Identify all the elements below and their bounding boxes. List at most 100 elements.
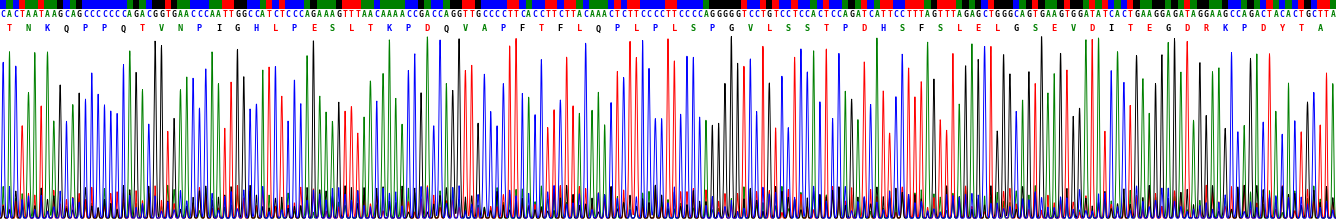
Bar bbox=[361, 0, 367, 9]
Text: T: T bbox=[279, 10, 285, 19]
Text: K: K bbox=[45, 25, 51, 34]
Bar bbox=[215, 0, 222, 9]
Bar bbox=[88, 0, 95, 9]
Text: A: A bbox=[970, 10, 974, 19]
Bar bbox=[481, 0, 488, 9]
Bar bbox=[120, 0, 127, 9]
Bar bbox=[367, 0, 374, 9]
Bar bbox=[608, 0, 615, 9]
Bar bbox=[234, 0, 240, 9]
Text: C: C bbox=[64, 10, 69, 19]
Text: A: A bbox=[1096, 10, 1101, 19]
Text: G: G bbox=[152, 10, 158, 19]
Bar bbox=[766, 0, 772, 9]
Text: G: G bbox=[1248, 10, 1253, 19]
Bar bbox=[823, 0, 830, 9]
Text: T: T bbox=[1185, 10, 1189, 19]
Text: A: A bbox=[393, 10, 398, 19]
Text: C: C bbox=[1236, 10, 1240, 19]
Bar bbox=[51, 0, 57, 9]
Text: A: A bbox=[32, 10, 37, 19]
Text: C: C bbox=[868, 10, 872, 19]
Text: G: G bbox=[1070, 10, 1075, 19]
Text: C: C bbox=[653, 10, 657, 19]
Text: G: G bbox=[1014, 25, 1019, 34]
Bar bbox=[349, 0, 354, 9]
Bar bbox=[747, 0, 754, 9]
Text: A: A bbox=[7, 10, 12, 19]
Text: A: A bbox=[957, 10, 962, 19]
Bar bbox=[716, 0, 721, 9]
Bar bbox=[645, 0, 652, 9]
Text: P: P bbox=[83, 25, 88, 34]
Text: C: C bbox=[830, 10, 835, 19]
Bar bbox=[469, 0, 474, 9]
Text: G: G bbox=[1134, 10, 1140, 19]
Bar bbox=[520, 0, 525, 9]
Text: A: A bbox=[1317, 25, 1323, 34]
Bar bbox=[1197, 0, 1202, 9]
Bar bbox=[1057, 0, 1063, 9]
Bar bbox=[1253, 0, 1260, 9]
Text: A: A bbox=[362, 10, 366, 19]
Text: A: A bbox=[1192, 10, 1196, 19]
Text: T: T bbox=[166, 10, 170, 19]
Bar bbox=[1165, 0, 1172, 9]
Bar bbox=[931, 0, 937, 9]
Text: N: N bbox=[25, 25, 31, 34]
Bar bbox=[760, 0, 766, 9]
Text: V: V bbox=[748, 25, 754, 34]
Text: T: T bbox=[228, 10, 234, 19]
Text: A: A bbox=[843, 10, 848, 19]
Bar bbox=[500, 0, 506, 9]
Text: G: G bbox=[1160, 10, 1164, 19]
Bar bbox=[1038, 0, 1045, 9]
Bar bbox=[1013, 0, 1019, 9]
Text: T: T bbox=[1128, 25, 1133, 34]
Text: T: T bbox=[919, 10, 923, 19]
Bar bbox=[317, 0, 323, 9]
Text: T: T bbox=[760, 10, 766, 19]
Text: C: C bbox=[196, 10, 202, 19]
Bar bbox=[911, 0, 918, 9]
Bar bbox=[303, 0, 310, 9]
Text: T: T bbox=[824, 25, 828, 34]
Bar bbox=[7, 0, 12, 9]
Text: C: C bbox=[1109, 10, 1114, 19]
Text: C: C bbox=[609, 10, 613, 19]
Text: C: C bbox=[203, 10, 208, 19]
Bar bbox=[1209, 0, 1216, 9]
Bar bbox=[1108, 0, 1114, 9]
Bar bbox=[474, 0, 481, 9]
Bar bbox=[83, 0, 88, 9]
Bar bbox=[208, 0, 215, 9]
Text: C: C bbox=[90, 10, 95, 19]
Text: P: P bbox=[196, 25, 202, 34]
Text: N: N bbox=[178, 25, 183, 34]
Bar bbox=[1063, 0, 1070, 9]
Bar bbox=[1248, 0, 1253, 9]
Text: T: T bbox=[508, 10, 512, 19]
Bar bbox=[393, 0, 399, 9]
Text: T: T bbox=[912, 10, 918, 19]
Text: G: G bbox=[57, 10, 63, 19]
Bar bbox=[557, 0, 564, 9]
Text: A: A bbox=[1051, 10, 1057, 19]
Bar bbox=[25, 0, 32, 9]
Text: A: A bbox=[1146, 10, 1152, 19]
Bar bbox=[425, 0, 430, 9]
Bar bbox=[405, 0, 411, 9]
Bar bbox=[633, 0, 640, 9]
Text: G: G bbox=[1001, 10, 1006, 19]
Text: A: A bbox=[1273, 10, 1279, 19]
Bar bbox=[1202, 0, 1209, 9]
Bar bbox=[721, 0, 728, 9]
Bar bbox=[1001, 0, 1007, 9]
Bar bbox=[943, 0, 950, 9]
Text: A: A bbox=[27, 10, 31, 19]
Bar bbox=[12, 0, 19, 9]
Bar bbox=[44, 0, 51, 9]
Bar bbox=[37, 0, 44, 9]
Text: T: T bbox=[545, 10, 550, 19]
Text: G: G bbox=[235, 25, 240, 34]
